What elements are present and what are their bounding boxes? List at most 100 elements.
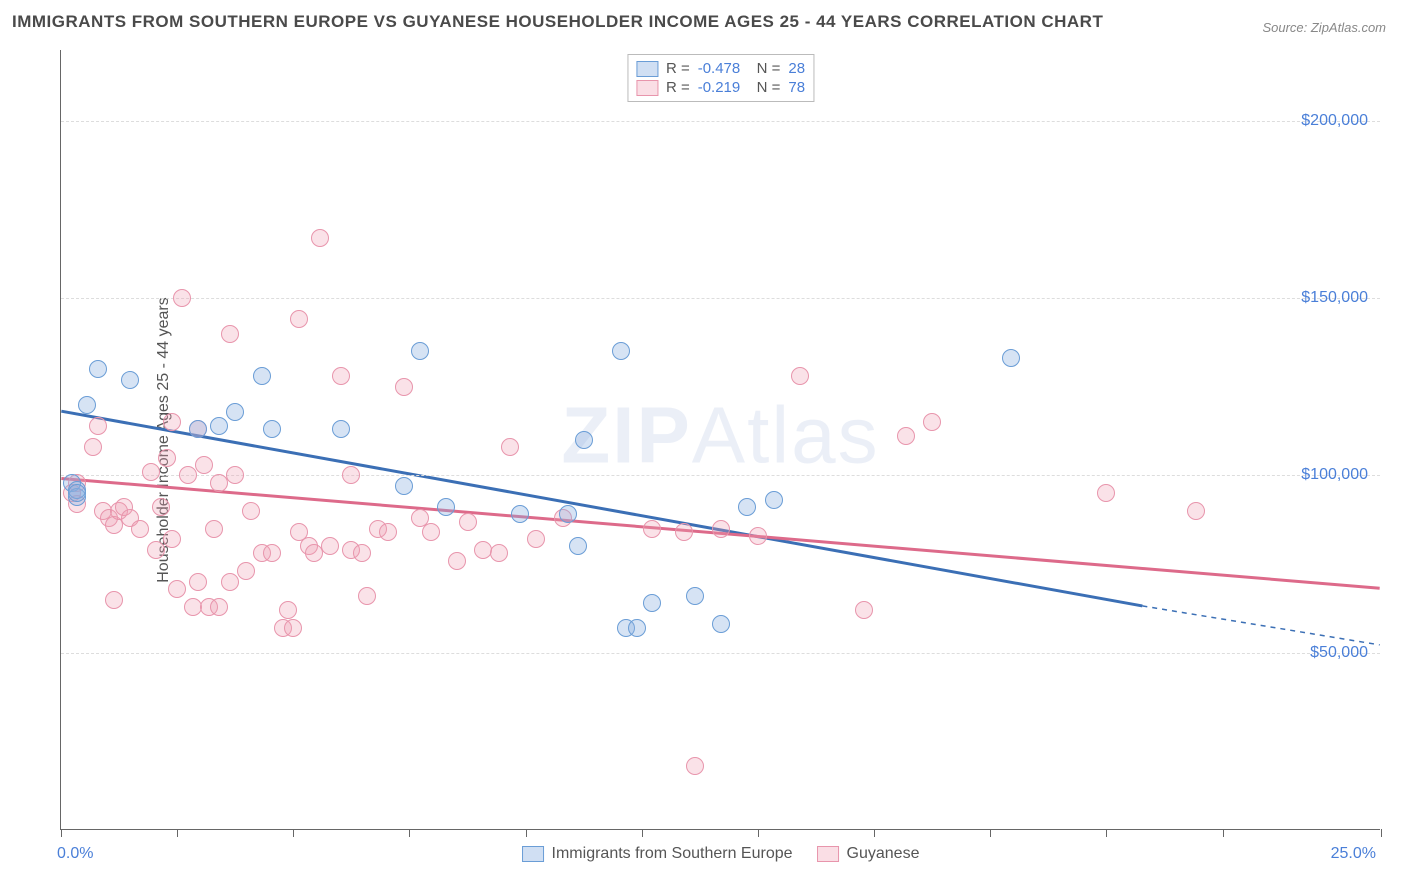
scatter-point-pink <box>284 619 302 637</box>
x-tick <box>1381 829 1382 837</box>
scatter-point-blue <box>575 431 593 449</box>
scatter-point-blue <box>437 498 455 516</box>
scatter-point-pink <box>195 456 213 474</box>
legend-item-pink: Guyanese <box>817 845 920 863</box>
x-tick <box>874 829 875 837</box>
legend-row-pink: R = -0.219 N = 78 <box>636 78 805 97</box>
r-value-blue: -0.478 <box>698 60 741 77</box>
scatter-point-pink <box>395 378 413 396</box>
scatter-point-blue <box>395 477 413 495</box>
scatter-point-pink <box>221 325 239 343</box>
scatter-point-blue <box>712 615 730 633</box>
r-value-pink: -0.219 <box>698 79 741 96</box>
scatter-point-blue <box>738 498 756 516</box>
watermark: ZIPAtlas <box>561 389 879 481</box>
scatter-point-blue <box>511 505 529 523</box>
watermark-light: Atlas <box>692 390 880 479</box>
scatter-point-pink <box>501 438 519 456</box>
scatter-point-pink <box>342 466 360 484</box>
scatter-point-pink <box>1187 502 1205 520</box>
scatter-point-blue <box>559 505 577 523</box>
x-tick <box>1106 829 1107 837</box>
n-label: N = <box>748 79 780 96</box>
scatter-point-pink <box>643 520 661 538</box>
swatch-pink-icon <box>636 80 658 96</box>
scatter-point-pink <box>210 598 228 616</box>
scatter-point-pink <box>358 587 376 605</box>
trendline-blue-extrapolated <box>1142 606 1379 645</box>
scatter-point-pink <box>237 562 255 580</box>
x-axis-min-label: 0.0% <box>57 845 93 863</box>
x-tick <box>758 829 759 837</box>
scatter-point-pink <box>290 310 308 328</box>
scatter-point-pink <box>89 417 107 435</box>
scatter-point-blue <box>411 342 429 360</box>
gridline-h <box>61 121 1380 122</box>
scatter-point-pink <box>163 530 181 548</box>
swatch-blue-icon <box>522 846 544 862</box>
scatter-point-blue <box>226 403 244 421</box>
scatter-point-blue <box>263 420 281 438</box>
scatter-point-blue <box>1002 349 1020 367</box>
scatter-point-blue <box>569 537 587 555</box>
scatter-point-blue <box>765 491 783 509</box>
x-tick <box>990 829 991 837</box>
y-tick-label: $150,000 <box>1301 289 1368 307</box>
scatter-point-pink <box>152 498 170 516</box>
scatter-point-pink <box>168 580 186 598</box>
scatter-point-blue <box>628 619 646 637</box>
scatter-point-pink <box>205 520 223 538</box>
legend-label-pink: Guyanese <box>847 845 920 863</box>
n-value-blue: 28 <box>788 60 805 77</box>
scatter-point-blue <box>686 587 704 605</box>
x-tick <box>293 829 294 837</box>
scatter-point-pink <box>142 463 160 481</box>
trend-lines <box>61 50 1380 829</box>
scatter-point-pink <box>923 413 941 431</box>
scatter-point-pink <box>263 544 281 562</box>
scatter-point-pink <box>173 289 191 307</box>
x-tick <box>526 829 527 837</box>
scatter-point-pink <box>147 541 165 559</box>
scatter-point-blue <box>121 371 139 389</box>
scatter-point-blue <box>189 420 207 438</box>
scatter-point-blue <box>253 367 271 385</box>
scatter-point-pink <box>686 757 704 775</box>
correlation-legend: R = -0.478 N = 28 R = -0.219 N = 78 <box>627 54 814 102</box>
scatter-point-pink <box>1097 484 1115 502</box>
y-tick-label: $200,000 <box>1301 112 1368 130</box>
scatter-point-pink <box>131 520 149 538</box>
scatter-point-pink <box>353 544 371 562</box>
scatter-point-pink <box>163 413 181 431</box>
scatter-point-blue <box>643 594 661 612</box>
scatter-point-pink <box>675 523 693 541</box>
y-tick-label: $50,000 <box>1310 644 1368 662</box>
scatter-point-pink <box>379 523 397 541</box>
scatter-point-pink <box>490 544 508 562</box>
swatch-blue-icon <box>636 61 658 77</box>
r-label: R = <box>666 79 690 96</box>
scatter-point-blue <box>612 342 630 360</box>
x-tick <box>1223 829 1224 837</box>
x-axis-max-label: 25.0% <box>1331 845 1376 863</box>
x-tick <box>409 829 410 837</box>
legend-row-blue: R = -0.478 N = 28 <box>636 59 805 78</box>
scatter-point-blue <box>68 484 86 502</box>
gridline-h <box>61 298 1380 299</box>
gridline-h <box>61 653 1380 654</box>
scatter-point-pink <box>422 523 440 541</box>
n-value-pink: 78 <box>788 79 805 96</box>
x-tick <box>177 829 178 837</box>
scatter-point-pink <box>279 601 297 619</box>
scatter-point-pink <box>448 552 466 570</box>
n-label: N = <box>748 60 780 77</box>
scatter-point-blue <box>210 417 228 435</box>
scatter-point-pink <box>791 367 809 385</box>
series-legend: Immigrants from Southern Europe Guyanese <box>522 845 920 863</box>
scatter-point-pink <box>221 573 239 591</box>
scatter-point-pink <box>749 527 767 545</box>
scatter-point-pink <box>897 427 915 445</box>
scatter-point-pink <box>84 438 102 456</box>
scatter-point-pink <box>321 537 339 555</box>
swatch-pink-icon <box>817 846 839 862</box>
